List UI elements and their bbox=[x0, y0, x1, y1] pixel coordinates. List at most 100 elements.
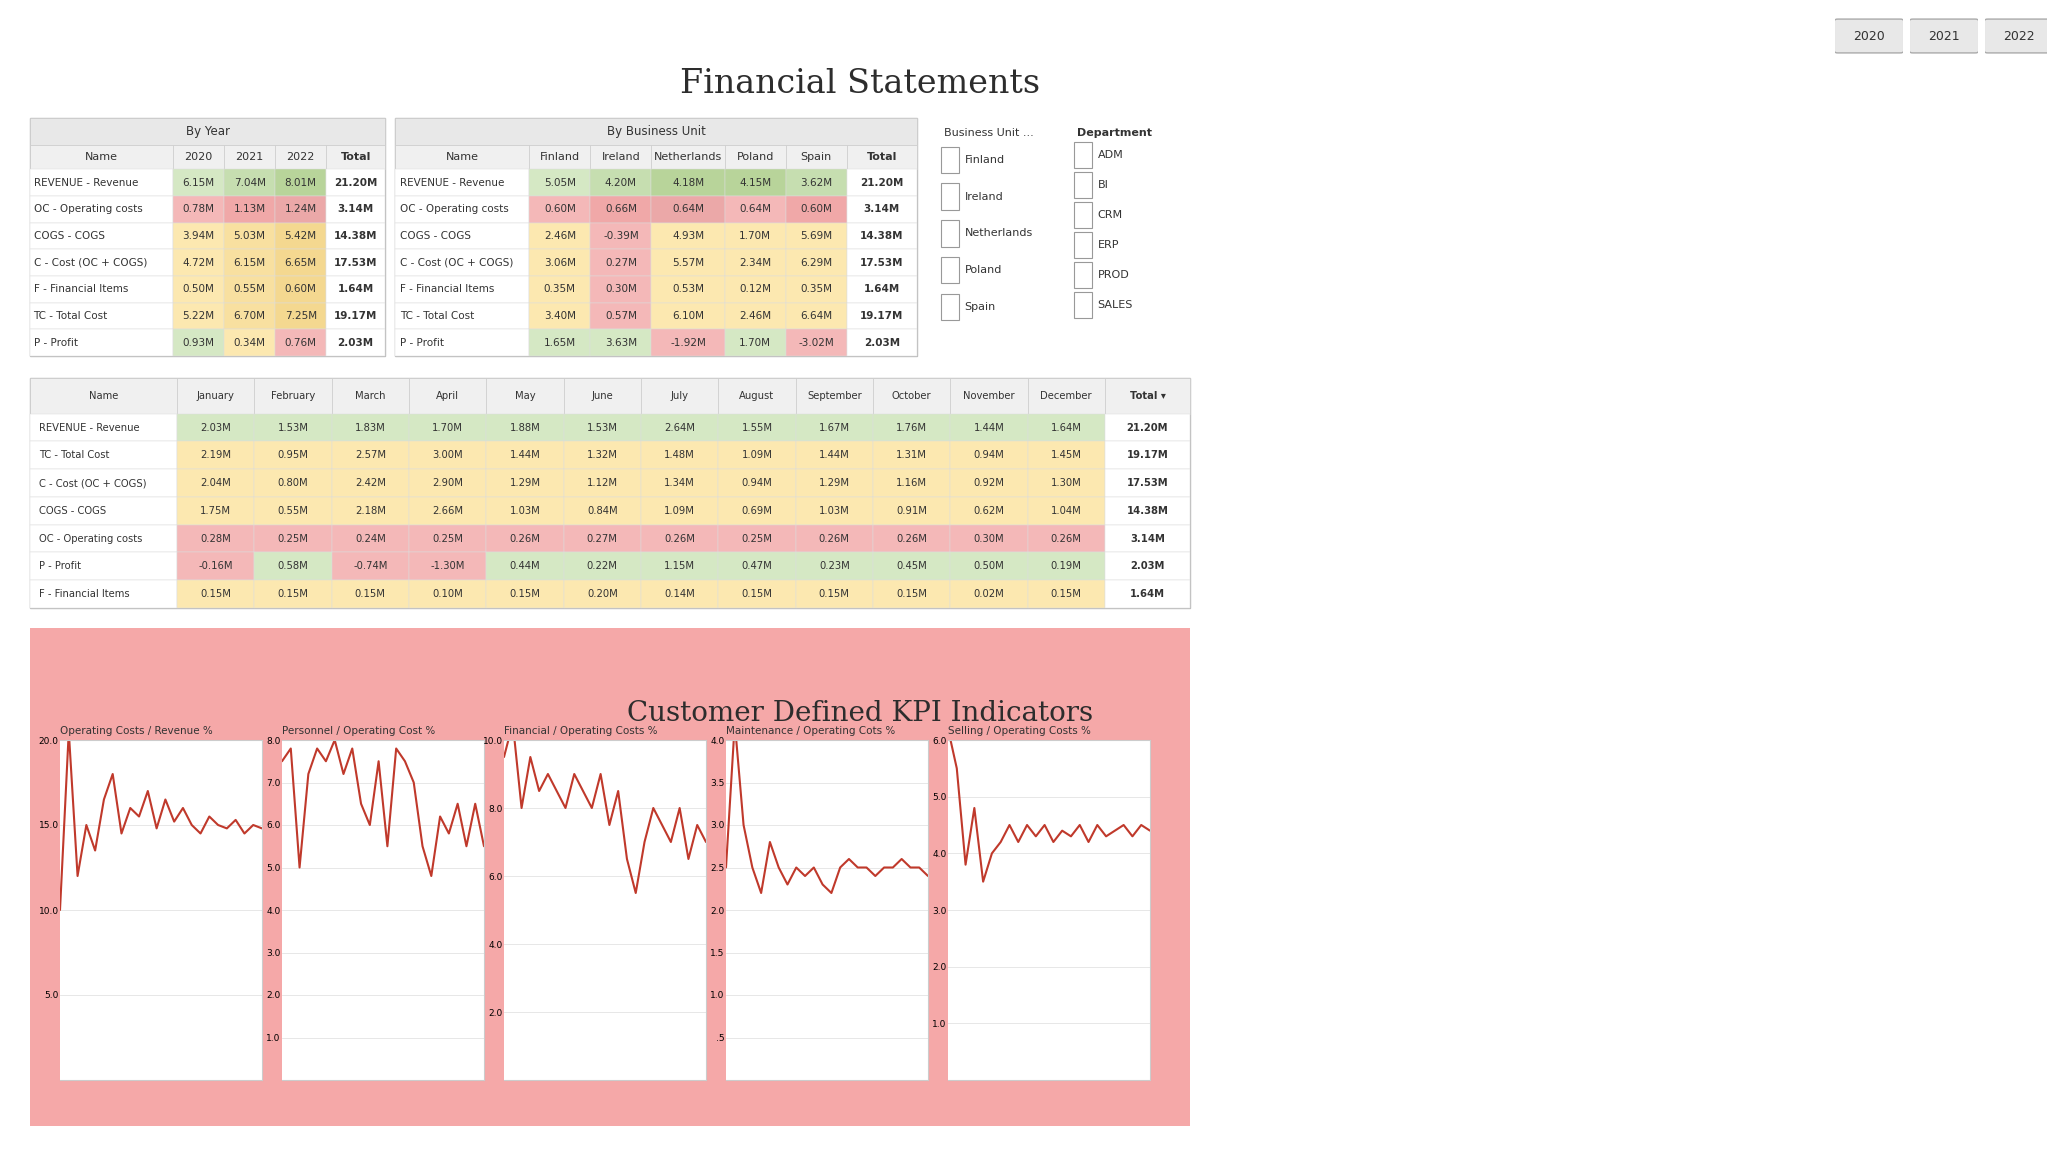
Text: 0.62M: 0.62M bbox=[974, 505, 1005, 516]
FancyBboxPatch shape bbox=[641, 497, 718, 525]
FancyBboxPatch shape bbox=[409, 580, 487, 608]
Text: 17.53M: 17.53M bbox=[1126, 478, 1169, 488]
FancyBboxPatch shape bbox=[950, 497, 1028, 525]
FancyBboxPatch shape bbox=[641, 470, 718, 497]
FancyBboxPatch shape bbox=[1075, 231, 1091, 258]
Text: 0.55M: 0.55M bbox=[233, 284, 266, 295]
Text: 0.30M: 0.30M bbox=[606, 284, 637, 295]
FancyBboxPatch shape bbox=[409, 442, 487, 470]
FancyBboxPatch shape bbox=[718, 497, 796, 525]
FancyBboxPatch shape bbox=[530, 329, 590, 356]
Text: TC - Total Cost: TC - Total Cost bbox=[33, 311, 108, 321]
FancyBboxPatch shape bbox=[223, 169, 274, 196]
FancyBboxPatch shape bbox=[651, 196, 725, 222]
FancyBboxPatch shape bbox=[409, 413, 487, 442]
Text: 1.32M: 1.32M bbox=[587, 450, 618, 460]
Text: 2020: 2020 bbox=[184, 152, 213, 162]
FancyBboxPatch shape bbox=[31, 303, 174, 329]
Text: PROD: PROD bbox=[1097, 269, 1130, 280]
Text: 1.34M: 1.34M bbox=[663, 478, 696, 488]
Text: 0.93M: 0.93M bbox=[182, 337, 215, 348]
Text: 19.17M: 19.17M bbox=[334, 311, 377, 321]
Text: 1.75M: 1.75M bbox=[201, 505, 231, 516]
FancyBboxPatch shape bbox=[409, 470, 487, 497]
Text: 1.44M: 1.44M bbox=[510, 450, 540, 460]
FancyBboxPatch shape bbox=[223, 196, 274, 222]
Text: 5.69M: 5.69M bbox=[800, 231, 833, 241]
Text: 0.30M: 0.30M bbox=[974, 534, 1005, 543]
Text: 0.60M: 0.60M bbox=[545, 204, 575, 214]
FancyBboxPatch shape bbox=[950, 378, 1028, 413]
Text: 5.03M: 5.03M bbox=[233, 231, 266, 241]
FancyBboxPatch shape bbox=[590, 169, 651, 196]
Text: 0.12M: 0.12M bbox=[739, 284, 772, 295]
FancyBboxPatch shape bbox=[1105, 413, 1189, 442]
Text: C - Cost (OC + COGS): C - Cost (OC + COGS) bbox=[401, 258, 514, 267]
FancyBboxPatch shape bbox=[1028, 497, 1105, 525]
Text: 2.57M: 2.57M bbox=[354, 450, 385, 460]
Text: COGS - COGS: COGS - COGS bbox=[39, 505, 106, 516]
FancyBboxPatch shape bbox=[1105, 552, 1189, 580]
FancyBboxPatch shape bbox=[274, 222, 325, 250]
Text: 1.09M: 1.09M bbox=[741, 450, 772, 460]
FancyBboxPatch shape bbox=[725, 276, 786, 303]
Text: 1.64M: 1.64M bbox=[864, 284, 901, 295]
FancyBboxPatch shape bbox=[223, 303, 274, 329]
FancyBboxPatch shape bbox=[530, 169, 590, 196]
FancyBboxPatch shape bbox=[1834, 20, 1904, 53]
Text: 1.53M: 1.53M bbox=[587, 422, 618, 433]
FancyBboxPatch shape bbox=[31, 250, 174, 276]
Text: 0.25M: 0.25M bbox=[278, 534, 309, 543]
Text: 6.64M: 6.64M bbox=[800, 311, 833, 321]
FancyBboxPatch shape bbox=[718, 552, 796, 580]
Text: Maintenance / Operating Cots %: Maintenance / Operating Cots % bbox=[727, 726, 895, 737]
FancyBboxPatch shape bbox=[786, 196, 847, 222]
Text: 1.04M: 1.04M bbox=[1050, 505, 1081, 516]
FancyBboxPatch shape bbox=[395, 250, 530, 276]
Text: C - Cost (OC + COGS): C - Cost (OC + COGS) bbox=[39, 478, 147, 488]
FancyBboxPatch shape bbox=[254, 580, 332, 608]
FancyBboxPatch shape bbox=[31, 413, 176, 442]
Text: 6.15M: 6.15M bbox=[182, 177, 215, 188]
Text: 2020: 2020 bbox=[1853, 30, 1885, 43]
Text: -1.92M: -1.92M bbox=[669, 337, 706, 348]
Text: Poland: Poland bbox=[737, 152, 774, 162]
Text: 0.78M: 0.78M bbox=[182, 204, 215, 214]
FancyBboxPatch shape bbox=[796, 525, 872, 552]
Text: Finland: Finland bbox=[964, 154, 1005, 165]
Text: 3.63M: 3.63M bbox=[604, 337, 637, 348]
FancyBboxPatch shape bbox=[725, 329, 786, 356]
Text: -3.02M: -3.02M bbox=[798, 337, 833, 348]
Text: TC - Total Cost: TC - Total Cost bbox=[39, 450, 111, 460]
Text: F - Financial Items: F - Financial Items bbox=[39, 589, 129, 600]
FancyBboxPatch shape bbox=[31, 329, 174, 356]
Text: 0.26M: 0.26M bbox=[1050, 534, 1081, 543]
FancyBboxPatch shape bbox=[254, 497, 332, 525]
Text: BI: BI bbox=[1097, 180, 1107, 190]
FancyBboxPatch shape bbox=[325, 222, 385, 250]
Text: 0.15M: 0.15M bbox=[510, 589, 540, 600]
Text: 0.19M: 0.19M bbox=[1050, 562, 1081, 571]
Text: 2022: 2022 bbox=[2004, 30, 2035, 43]
Text: 1.70M: 1.70M bbox=[739, 231, 772, 241]
FancyBboxPatch shape bbox=[1028, 413, 1105, 442]
Text: October: October bbox=[892, 391, 931, 401]
Text: 2021: 2021 bbox=[1928, 30, 1959, 43]
FancyBboxPatch shape bbox=[796, 442, 872, 470]
FancyBboxPatch shape bbox=[31, 119, 385, 145]
Text: June: June bbox=[592, 391, 614, 401]
Text: 6.15M: 6.15M bbox=[233, 258, 266, 267]
FancyBboxPatch shape bbox=[530, 222, 590, 250]
Text: 0.44M: 0.44M bbox=[510, 562, 540, 571]
FancyBboxPatch shape bbox=[590, 250, 651, 276]
FancyBboxPatch shape bbox=[31, 169, 174, 196]
Text: 0.15M: 0.15M bbox=[354, 589, 385, 600]
Text: Netherlands: Netherlands bbox=[964, 228, 1034, 238]
Text: Netherlands: Netherlands bbox=[653, 152, 723, 162]
FancyBboxPatch shape bbox=[641, 580, 718, 608]
Text: 1.53M: 1.53M bbox=[278, 422, 309, 433]
FancyBboxPatch shape bbox=[796, 497, 872, 525]
Text: 1.55M: 1.55M bbox=[741, 422, 772, 433]
FancyBboxPatch shape bbox=[31, 196, 174, 222]
Text: 0.94M: 0.94M bbox=[974, 450, 1005, 460]
